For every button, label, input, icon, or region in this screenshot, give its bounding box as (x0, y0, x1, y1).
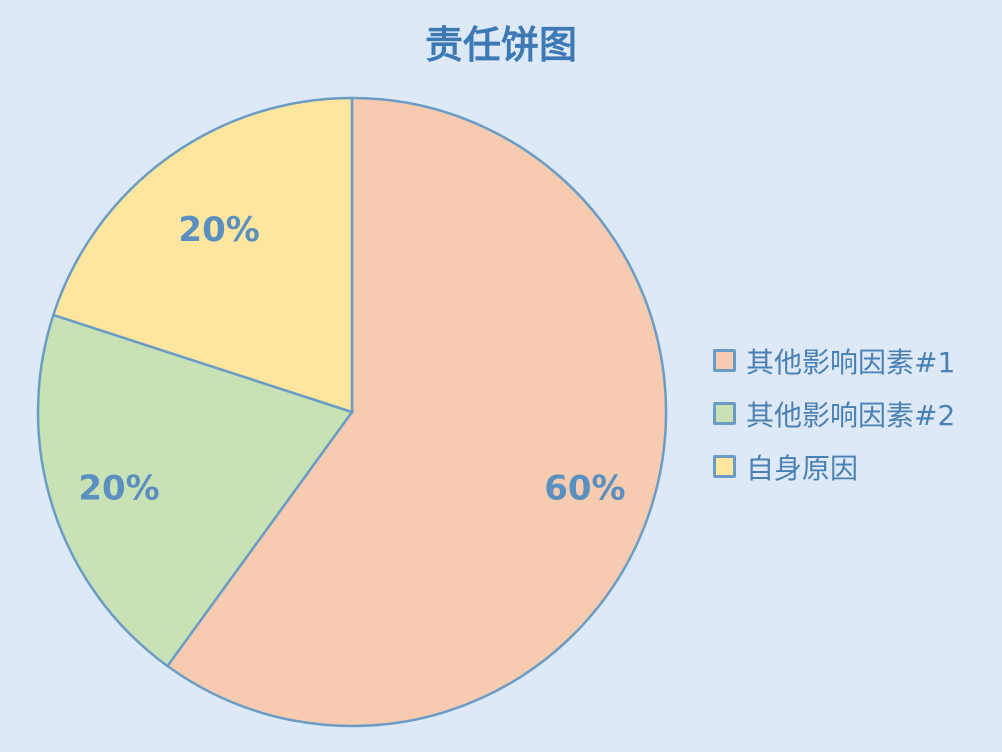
pie-slice (165, 96, 668, 728)
legend-item: 其他影响因素#1 (713, 334, 955, 387)
legend: 其他影响因素#1 其他影响因素#2 自身原因 (713, 334, 955, 493)
pie-slice (36, 313, 355, 668)
pie-slice (51, 96, 354, 414)
slice-data-label: 20% (178, 210, 259, 250)
legend-label: 其他影响因素#2 (746, 398, 956, 432)
legend-item: 自身原因 (713, 440, 955, 493)
legend-label: 其他影响因素#1 (746, 345, 956, 379)
legend-item: 其他影响因素#2 (713, 387, 955, 440)
chart-title: 责任饼图 (424, 23, 577, 67)
legend-label: 自身原因 (746, 451, 859, 485)
legend-swatch (713, 349, 736, 372)
legend-swatch (713, 402, 736, 425)
legend-swatch (713, 455, 736, 478)
slice-data-label: 60% (544, 469, 625, 509)
slice-data-label: 20% (78, 469, 159, 509)
